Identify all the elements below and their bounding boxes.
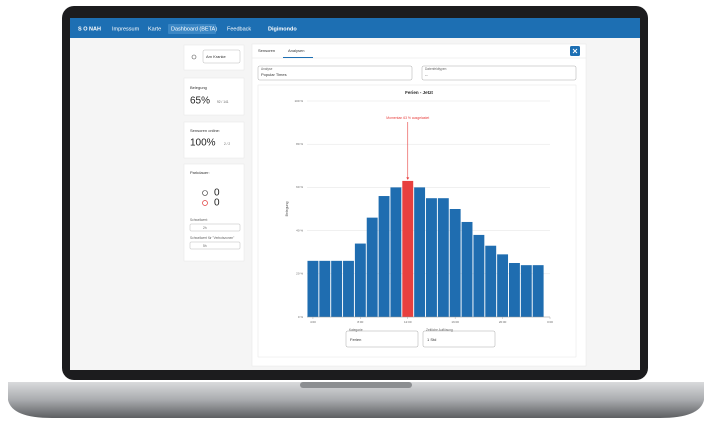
bar bbox=[307, 260, 319, 317]
input[interactable] bbox=[189, 223, 241, 232]
tab[interactable]: Sensoren bbox=[258, 48, 275, 53]
bar bbox=[473, 234, 485, 317]
chart-title: Ferien - Jetzt bbox=[405, 90, 433, 95]
bar bbox=[485, 245, 497, 317]
bar bbox=[508, 263, 520, 317]
nav-item[interactable]: Dashboard (BETA) bbox=[171, 26, 217, 32]
arrow-head bbox=[406, 177, 410, 180]
nav-item[interactable]: Impressum bbox=[112, 26, 140, 32]
input[interactable] bbox=[189, 241, 241, 250]
sensors-card bbox=[183, 121, 245, 159]
clock-icon bbox=[202, 190, 208, 196]
bar bbox=[402, 180, 414, 317]
value: 1 Std bbox=[427, 337, 436, 342]
fields-select[interactable] bbox=[421, 65, 577, 81]
category-select[interactable] bbox=[345, 330, 419, 348]
x-tick-label: 16:00 bbox=[451, 320, 459, 324]
close-icon bbox=[572, 48, 578, 54]
y-tick-label: 20 % bbox=[296, 272, 303, 276]
bar bbox=[426, 198, 437, 317]
label: Analyse bbox=[261, 67, 273, 71]
x-tick-label: 4:00 bbox=[310, 320, 316, 324]
value: 100% bbox=[190, 138, 216, 149]
bar bbox=[378, 196, 390, 317]
ok: 0 bbox=[214, 188, 220, 199]
bar bbox=[331, 260, 343, 317]
bar bbox=[449, 209, 461, 317]
label: Schwellwert für "Verbotszonen" bbox=[190, 236, 234, 240]
laptop-base bbox=[8, 382, 704, 418]
bar bbox=[343, 260, 354, 317]
bar bbox=[520, 265, 532, 317]
value: 5h bbox=[203, 244, 207, 248]
bar bbox=[497, 254, 509, 317]
bar bbox=[366, 217, 378, 317]
ban-icon bbox=[202, 200, 208, 206]
label: Parkdauer: bbox=[190, 170, 210, 175]
label: Zeitliche Auflösung bbox=[426, 328, 453, 332]
x-tick-label: 8:00 bbox=[357, 320, 363, 324]
tab-active[interactable]: Analysen bbox=[288, 48, 304, 53]
bar bbox=[461, 221, 473, 317]
y-tick-label: 40 % bbox=[296, 228, 303, 232]
pin-icon bbox=[191, 54, 197, 60]
brand[interactable]: S O NAH bbox=[78, 26, 101, 32]
label: Sensoren online: bbox=[190, 128, 220, 133]
nav-item[interactable]: Karte bbox=[148, 26, 161, 32]
nav-item[interactable]: Feedback bbox=[227, 26, 251, 32]
notch bbox=[300, 382, 412, 388]
bar bbox=[437, 198, 449, 317]
value: Ferien bbox=[350, 337, 361, 342]
value: 65% bbox=[190, 96, 210, 107]
location-select[interactable] bbox=[202, 49, 241, 64]
resolution-select[interactable] bbox=[422, 330, 496, 348]
label: Kategorie bbox=[349, 328, 363, 332]
label: Belegung bbox=[190, 85, 207, 90]
value: -- bbox=[425, 72, 428, 77]
value: 2h bbox=[203, 226, 207, 230]
nav-item[interactable]: Digimondo bbox=[268, 26, 297, 32]
y-tick-label: 0 % bbox=[298, 315, 304, 319]
violations: 0 bbox=[214, 198, 220, 209]
bar bbox=[319, 260, 331, 317]
y-tick-label: 100 % bbox=[294, 99, 303, 103]
nav-active bbox=[168, 24, 216, 34]
y-axis-label: Belegung bbox=[285, 202, 289, 217]
location: Am Kranke bbox=[206, 54, 227, 59]
value: Popular Times bbox=[261, 72, 287, 77]
x-tick-label: 12:00 bbox=[404, 320, 412, 324]
bar bbox=[354, 243, 366, 317]
count: 2 / 2 bbox=[224, 142, 230, 146]
annotation: Momentan 63 % ausgelastet bbox=[386, 116, 429, 120]
analysis-select[interactable] bbox=[257, 65, 413, 81]
label: Datenfeldtypen bbox=[425, 67, 447, 71]
count: 92 / 141 bbox=[217, 100, 229, 104]
bar bbox=[390, 187, 402, 317]
x-tick-label: 20:00 bbox=[499, 320, 507, 324]
bar bbox=[414, 187, 426, 317]
y-tick-label: 80 % bbox=[296, 142, 303, 146]
bar bbox=[532, 265, 544, 317]
occupancy-card bbox=[183, 77, 245, 116]
x-tick-label: 0:00 bbox=[547, 320, 553, 324]
y-tick-label: 60 % bbox=[296, 185, 303, 189]
label: Schwellwert: bbox=[190, 218, 208, 222]
